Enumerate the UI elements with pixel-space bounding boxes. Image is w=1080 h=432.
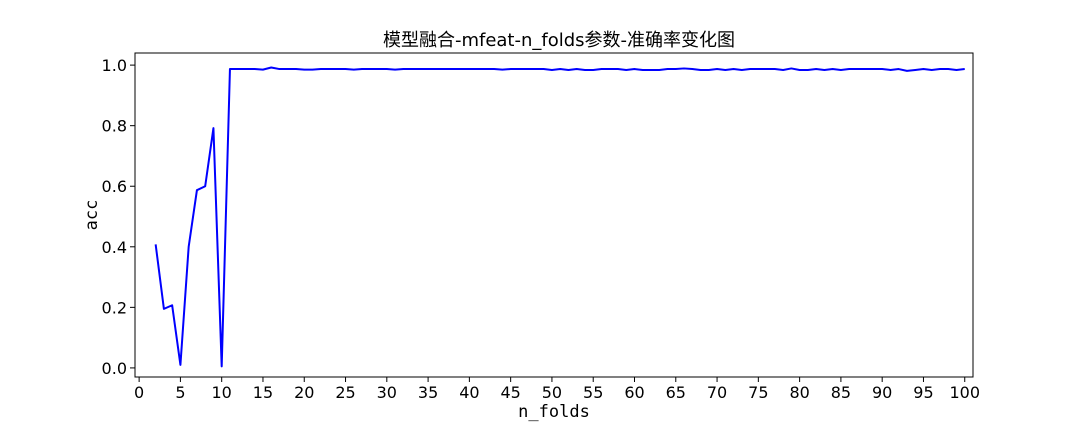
x-tick-label: 50 xyxy=(542,383,562,402)
y-tick-label: 0.8 xyxy=(102,117,127,136)
y-tick-label: 1.0 xyxy=(102,56,127,75)
plot-area xyxy=(154,66,965,368)
x-tick-label: 95 xyxy=(913,383,933,402)
x-tick-label: 75 xyxy=(748,383,768,402)
y-tick-label: 0.4 xyxy=(102,238,127,257)
x-axis: 0 5 10 15 20 25 30 35 40 45 50 55 60 65 70 75 80 85 90 95 10… xyxy=(134,377,980,402)
x-tick-label: 40 xyxy=(459,383,479,402)
x-tick-label: 65 xyxy=(666,383,686,402)
x-tick-label: 30 xyxy=(377,383,397,402)
x-tick-label: 55 xyxy=(583,383,603,402)
series-line-0 xyxy=(154,66,965,368)
x-tick-label: 60 xyxy=(624,383,644,402)
x-tick-label: 90 xyxy=(872,383,892,402)
x-tick-label: 0 xyxy=(134,383,144,402)
x-tick-label: 5 xyxy=(175,383,185,402)
y-tick-label: 0.6 xyxy=(102,177,127,196)
x-tick-label: 15 xyxy=(253,383,273,402)
y-axis-label: acc xyxy=(82,200,102,231)
y-tick-label: 0.0 xyxy=(102,359,127,378)
x-tick-label: 85 xyxy=(831,383,851,402)
y-tick-label: 0.2 xyxy=(102,298,127,317)
x-tick-label: 80 xyxy=(789,383,809,402)
x-tick-label: 35 xyxy=(418,383,438,402)
y-axis: 0.0 0.2 0.4 0.6 0.8 1.0 xyxy=(102,56,135,378)
x-tick-label: 70 xyxy=(707,383,727,402)
x-tick-label: 100 xyxy=(949,383,980,402)
x-tick-label: 25 xyxy=(335,383,355,402)
x-axis-label: n_folds xyxy=(518,402,590,422)
x-tick-label: 45 xyxy=(500,383,520,402)
x-tick-label: 10 xyxy=(212,383,232,402)
x-tick-label: 20 xyxy=(294,383,314,402)
chart-title: 模型融合-mfeat-n_folds参数-准确率变化图 xyxy=(383,30,735,51)
plot-frame xyxy=(134,52,974,378)
